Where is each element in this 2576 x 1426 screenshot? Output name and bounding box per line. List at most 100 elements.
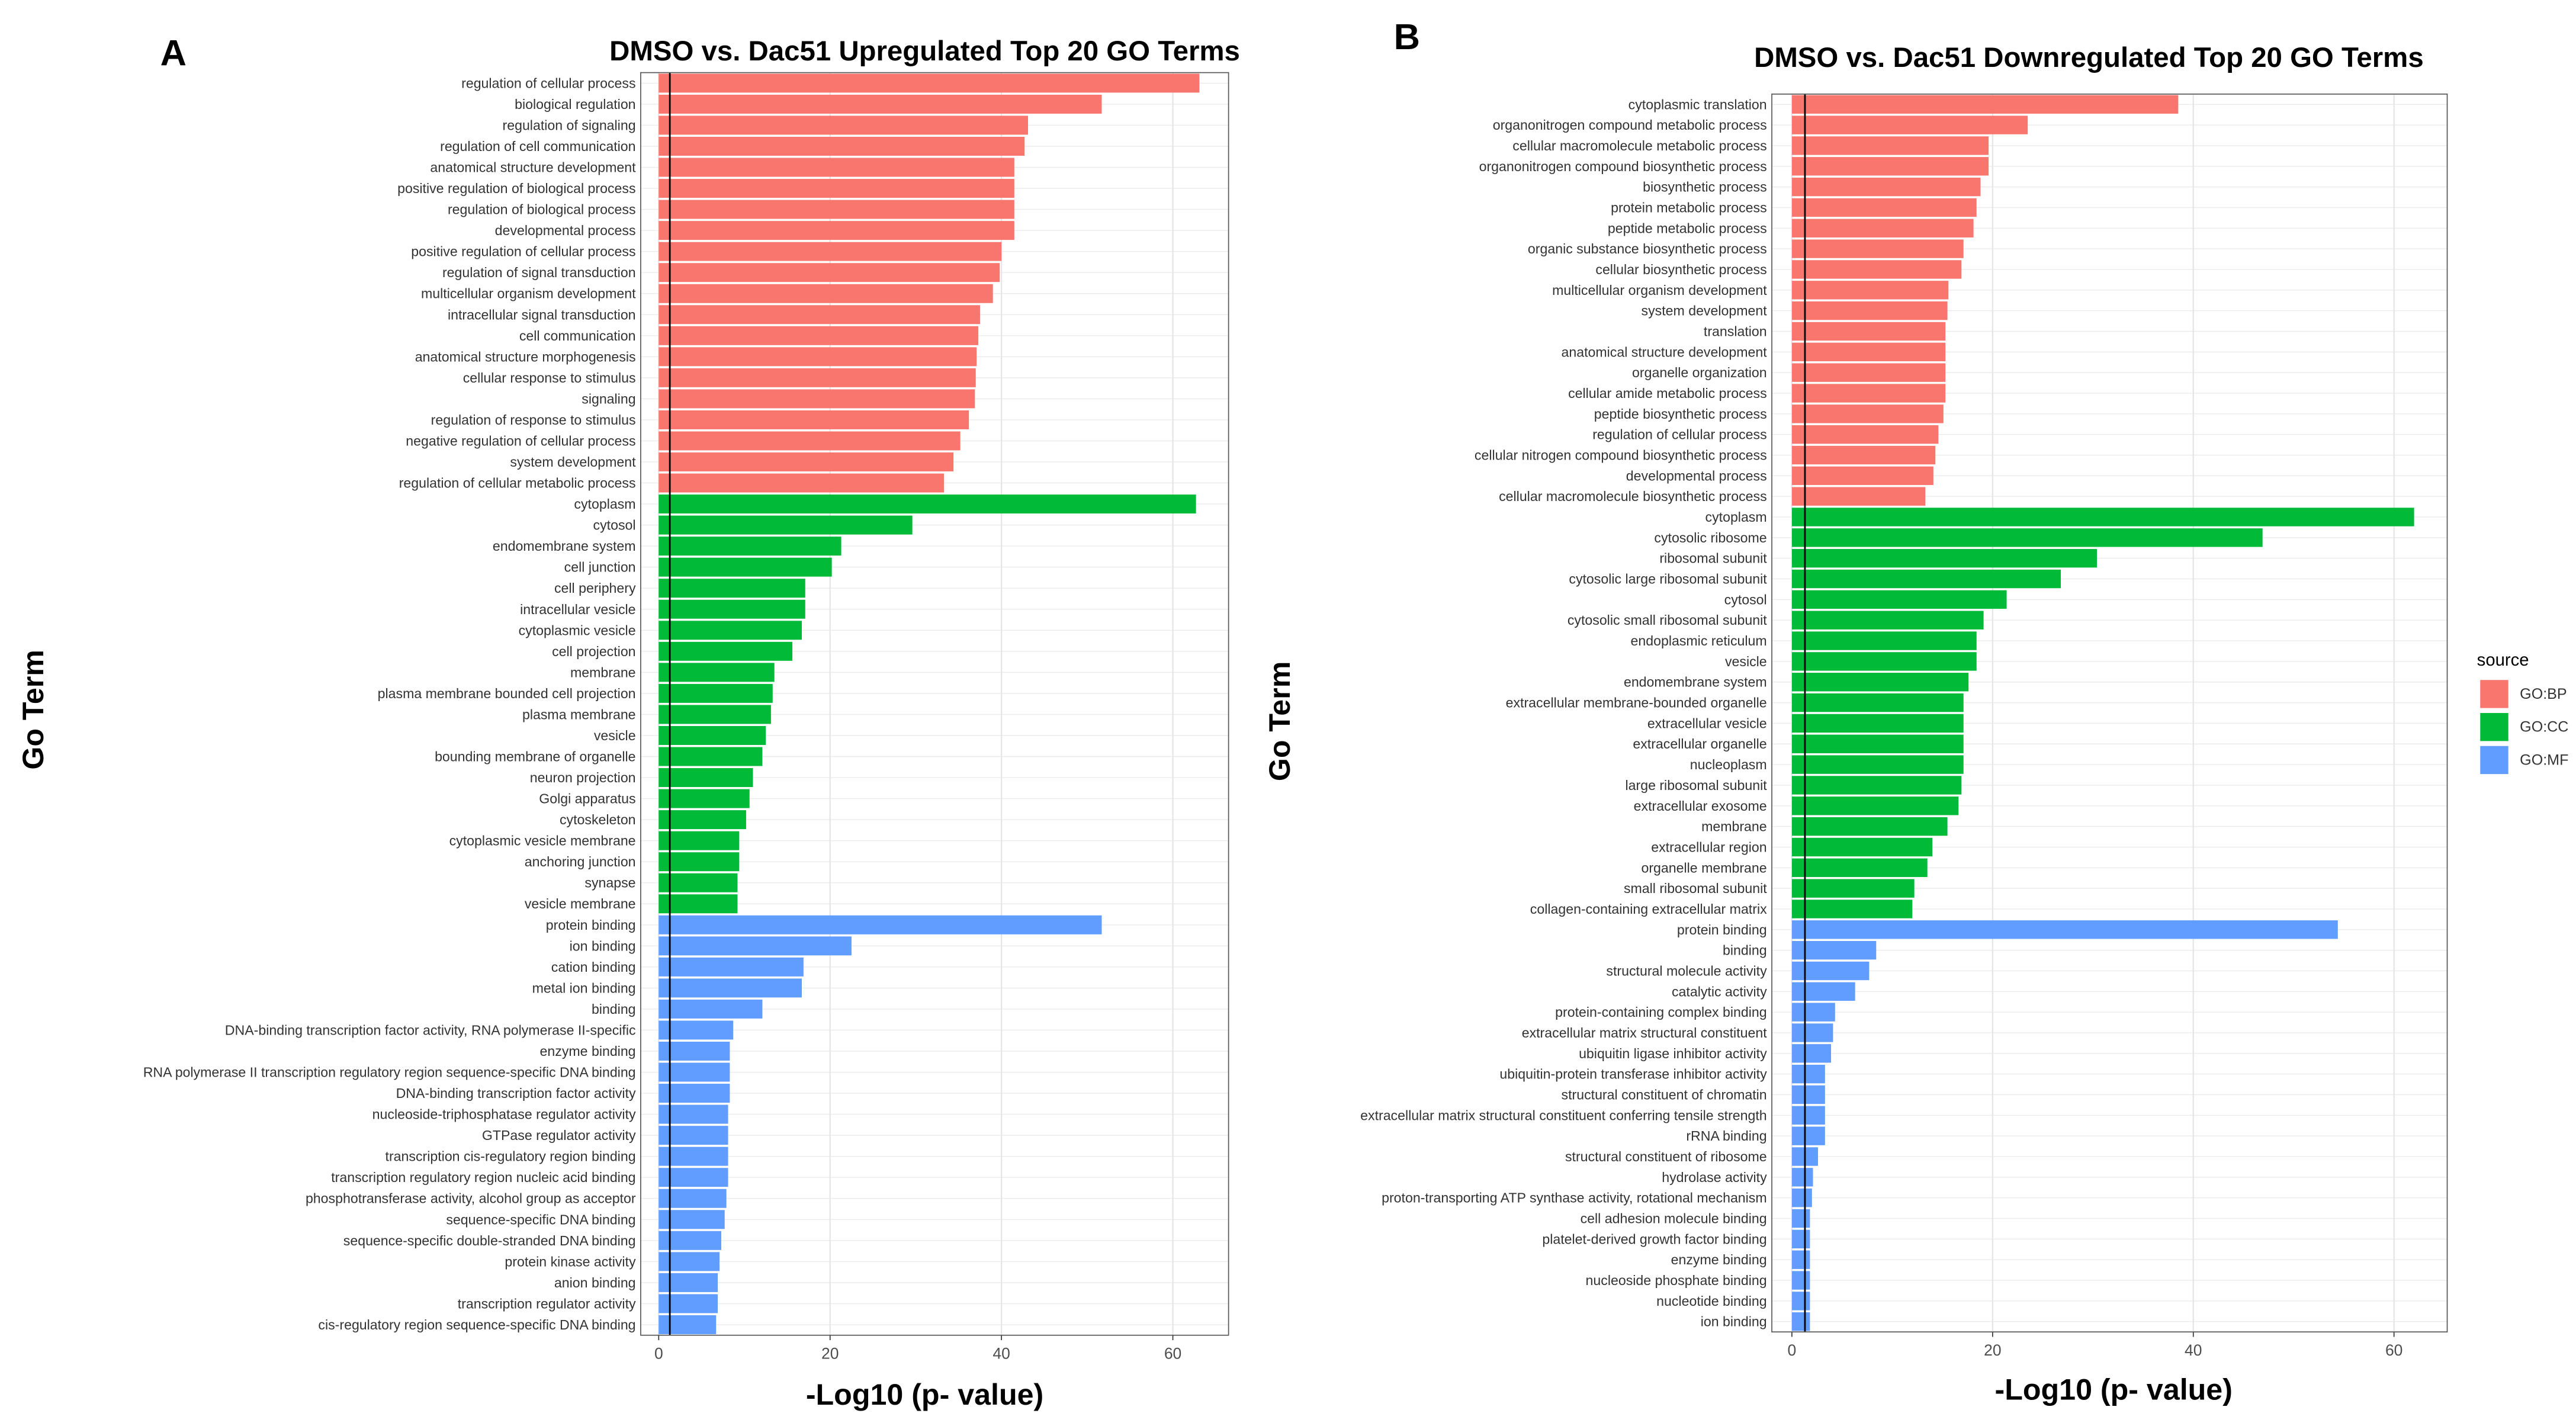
bar — [659, 263, 1000, 282]
bar — [659, 115, 1029, 135]
y-tick-label: organelle membrane — [1641, 860, 1766, 875]
y-tick-label: ion binding — [1701, 1314, 1767, 1329]
bar — [1791, 281, 1949, 300]
y-tick-label: cellular biosynthetic process — [1595, 262, 1766, 277]
bar — [1791, 652, 1977, 671]
bar — [1791, 1292, 1810, 1311]
bar — [659, 137, 1025, 156]
chart: 0 20 40 60 cytoplasmic translation organonitr… — [1263, 16, 2568, 1406]
bar — [1791, 487, 1926, 506]
y-tick-label: anchoring junction — [525, 854, 636, 869]
bar — [659, 1020, 734, 1040]
y-tick-label: ribosomal subunit — [1659, 551, 1767, 566]
panel-label: A — [160, 33, 187, 73]
bar — [1791, 115, 2028, 134]
y-tick-label: protein kinase activity — [505, 1254, 636, 1269]
bar — [1791, 1209, 1810, 1228]
chart-title: DMSO vs. Dac51 Downregulated Top 20 GO T… — [1754, 42, 2424, 73]
bar — [659, 537, 841, 556]
y-tick-label: protein binding — [546, 917, 636, 933]
y-tick-label: nucleoplasm — [1690, 757, 1767, 772]
y-tick-label: protein metabolic process — [1611, 200, 1767, 215]
bar — [1791, 363, 1946, 382]
bar — [1791, 425, 1939, 444]
bar — [659, 1210, 725, 1229]
y-tick-label: extracellular membrane-bounded organelle — [1506, 695, 1767, 711]
bar — [659, 431, 961, 451]
bar — [659, 873, 738, 892]
plot-background — [640, 72, 1229, 1335]
y-tick-label: organonitrogen compound metabolic proces… — [1493, 117, 1767, 133]
bar — [659, 494, 1196, 514]
bar — [1791, 1106, 1825, 1125]
bar — [659, 1231, 721, 1250]
y-tick-label: vesicle — [594, 728, 636, 743]
y-tick-label: transcription cis-regulatory region bind… — [386, 1149, 636, 1164]
y-tick-label: cellular macromolecule biosynthetic proc… — [1499, 489, 1767, 504]
y-tick-label: cation binding — [551, 959, 636, 975]
bar — [659, 894, 738, 914]
y-tick-label: cellular amide metabolic process — [1568, 386, 1767, 401]
y-axis-title: Go Term — [1263, 661, 1296, 781]
bar — [659, 599, 805, 619]
legend-label: GO:CC — [2520, 719, 2568, 736]
y-tick-label: translation — [1704, 324, 1767, 339]
bar — [1791, 1126, 1825, 1145]
y-tick-label: DNA-binding transcription factor activit… — [396, 1085, 636, 1101]
y-tick-label: cytosolic large ribosomal subunit — [1569, 571, 1767, 587]
bar — [659, 978, 802, 998]
y-tick-label: synapse — [584, 875, 635, 891]
bar — [659, 999, 763, 1019]
y-tick-label: proton-transporting ATP synthase activit… — [1382, 1190, 1767, 1206]
bar — [659, 831, 740, 850]
y-tick-label: cytoplasmic vesicle — [519, 622, 636, 638]
y-tick-label: intracellular vesicle — [520, 602, 635, 617]
y-tick-label: DNA-binding transcription factor activit… — [225, 1022, 636, 1038]
bar — [1791, 961, 1870, 981]
y-tick-label: bounding membrane of organelle — [435, 749, 635, 765]
y-tick-label: GTPase regulator activity — [482, 1128, 636, 1143]
bar — [659, 389, 975, 409]
y-tick-label: structural molecule activity — [1606, 963, 1767, 978]
y-tick-label: peptide metabolic process — [1608, 220, 1767, 236]
y-tick-label: extracellular vesicle — [1647, 715, 1767, 731]
y-tick-label: negative regulation of cellular process — [406, 433, 635, 448]
y-tick-label: RNA polymerase II transcription regulato… — [143, 1065, 636, 1080]
chart: 0 20 40 60 regulation of cellular process bio… — [17, 33, 1240, 1411]
bar — [659, 94, 1102, 114]
bar — [659, 515, 913, 535]
bar — [659, 810, 746, 830]
y-tick-label: regulation of cellular process — [461, 75, 635, 91]
y-tick-label: cell adhesion molecule binding — [1581, 1211, 1767, 1226]
y-tick-label: positive regulation of cellular process — [411, 244, 635, 259]
chart-title: DMSO vs. Dac51 Upregulated Top 20 GO Ter… — [609, 36, 1240, 67]
x-tick-label: 60 — [1164, 1344, 1181, 1362]
bar — [1791, 1044, 1832, 1063]
bar — [659, 621, 802, 640]
y-tick-label: platelet-derived growth factor binding — [1542, 1231, 1766, 1247]
bar — [659, 747, 763, 766]
bar — [1791, 219, 1974, 237]
legend-swatch — [2480, 680, 2508, 708]
bar — [1791, 631, 1977, 650]
y-tick-label: extracellular region — [1651, 839, 1766, 855]
bar — [659, 579, 805, 598]
bar — [659, 1294, 718, 1313]
y-tick-label: ubiquitin-protein transferase inhibitor … — [1499, 1067, 1767, 1082]
y-tick-label: sequence-specific DNA binding — [446, 1212, 635, 1227]
x-tick-label: 20 — [821, 1344, 839, 1362]
bar — [659, 789, 750, 808]
y-axis-title: Go Term — [17, 650, 50, 769]
bar — [1791, 95, 2179, 114]
y-tick-label: intracellular signal transduction — [448, 307, 636, 322]
y-tick-label: regulation of biological process — [448, 202, 636, 217]
y-tick-label: cell junction — [564, 560, 636, 575]
y-tick-label: extracellular exosome — [1634, 798, 1767, 814]
y-tick-label: enzyme binding — [1671, 1252, 1767, 1267]
bar — [659, 1273, 718, 1292]
bar — [659, 1189, 727, 1208]
y-tick-label: anatomical structure development — [1562, 344, 1768, 359]
bar — [1791, 611, 1984, 630]
bar — [659, 641, 793, 661]
